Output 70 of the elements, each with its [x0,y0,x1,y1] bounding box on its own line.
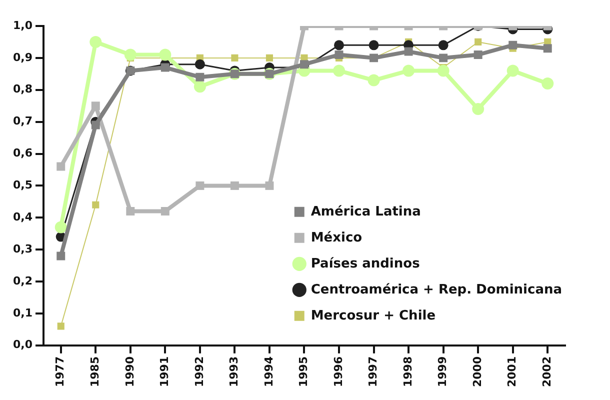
point [506,64,519,77]
point [300,60,308,69]
x-tick-label: 1992 [192,356,206,388]
point [404,47,413,56]
point [508,40,518,50]
point [196,72,204,82]
point [543,44,552,53]
point [56,162,66,171]
x-tick-label: 1996 [332,356,345,388]
x-tick-label: 1977 [54,356,67,388]
point [54,221,67,234]
point [126,207,135,216]
point [159,48,172,61]
x-tick-label: 2002 [540,356,554,388]
y-tick-label: 0,5 [12,178,32,192]
y-tick-label: 0,1 [12,306,32,320]
point [230,181,239,190]
point [90,36,102,48]
legend-label: Países andinos [310,256,420,272]
point [474,50,482,59]
x-tick-label: 1993 [228,356,241,388]
point [160,63,170,72]
point [368,74,380,86]
x-tick-label: 1994 [262,356,276,388]
point [56,252,66,260]
legend-label: México [310,230,362,246]
point [91,120,100,130]
y-tick-label: 0,2 [12,274,32,288]
y-tick-label: 0,6 [12,146,33,160]
point [474,38,482,46]
point [402,64,415,77]
point [368,40,379,50]
x-tick-label: 1998 [401,356,414,388]
x-tick-label: 2000 [470,356,484,388]
point [231,54,238,62]
point [266,54,274,62]
x-tick-label: 1997 [366,356,380,388]
y-tick-label: 0,8 [12,82,32,96]
legend-label: América Latina [310,204,421,220]
y-tick-label: 0,3 [12,242,32,256]
point [542,77,554,90]
point [194,59,205,70]
y-tick-label: 1,0 [12,18,33,32]
legend-label: Mercosur + Chile [310,308,436,324]
y-tick-label: 0,0 [12,338,33,352]
point [91,102,100,110]
x-tick-label: 1995 [297,356,310,388]
point [334,50,344,59]
point [472,103,484,116]
point [333,64,346,77]
point [439,54,448,62]
legend-label: Centroamérica + Rep. Dominicana [310,282,562,298]
x-tick-label: 2001 [506,356,519,388]
point [57,322,64,330]
point [160,207,170,216]
point [194,80,206,93]
point [92,201,100,208]
x-tick-label: 1991 [158,356,172,388]
x-tick-label: 1985 [88,356,102,388]
point [437,64,450,77]
x-tick-label: 1990 [123,356,136,388]
y-tick-label: 0,7 [12,114,32,128]
point [265,181,274,190]
point [334,40,344,50]
point [196,181,204,190]
y-tick-label: 0,9 [12,50,32,64]
point [438,40,448,50]
point [124,48,136,61]
x-tick-label: 1999 [436,356,450,388]
y-tick-label: 0,4 [12,210,33,224]
